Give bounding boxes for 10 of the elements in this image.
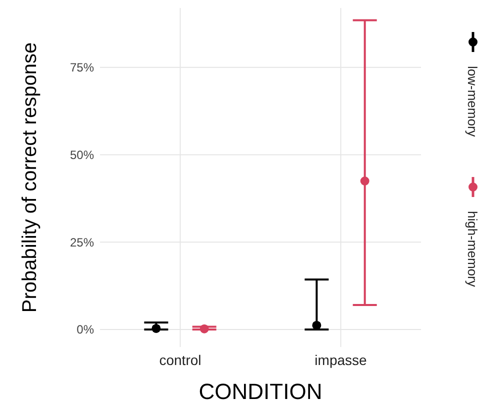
y-tick-label: 50%: [70, 148, 94, 162]
y-axis-title: Probability of correct response: [19, 42, 41, 313]
x-axis-title: CONDITION: [198, 379, 322, 404]
legend-label: high-memory: [465, 211, 480, 288]
y-tick-label: 0%: [76, 322, 94, 337]
y-tick-label: 75%: [70, 60, 94, 75]
legend-label: low-memory: [465, 66, 480, 138]
x-tick-label: impasse: [314, 352, 368, 368]
x-tick-label: control: [159, 352, 202, 368]
y-tick-label: 25%: [70, 235, 94, 250]
